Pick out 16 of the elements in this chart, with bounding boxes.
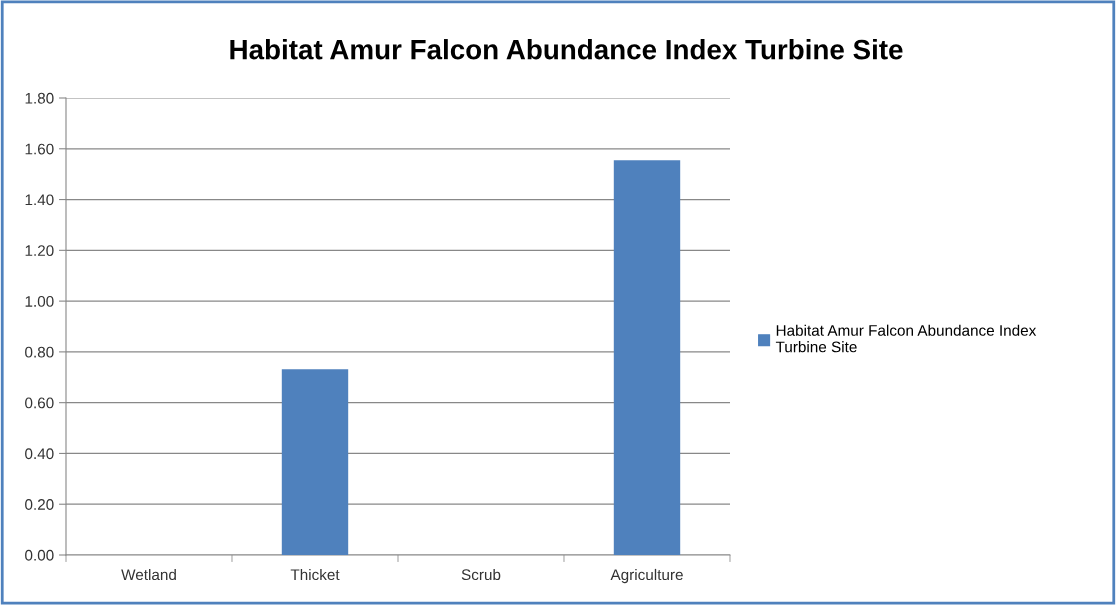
y-tick-label: 0.40 bbox=[25, 448, 54, 460]
x-tick-label: Thicket bbox=[290, 568, 340, 581]
y-tick-label: 0.60 bbox=[25, 397, 54, 409]
x-tick-label: Wetland bbox=[121, 568, 176, 581]
y-tick-label: 0.20 bbox=[25, 499, 54, 510]
y-tick-label: 1.40 bbox=[25, 194, 54, 206]
y-tick-label: 1.20 bbox=[25, 245, 54, 257]
chart-title: Habitat Amur Falcon Abundance Index Turbine Site bbox=[230, 39, 903, 60]
x-tick-label: Agriculture bbox=[610, 568, 683, 584]
y-tick-label: 0.80 bbox=[25, 346, 54, 358]
legend-label: Habitat Amur Falcon Abundance Index Turbine Site bbox=[775, 324, 1037, 353]
y-tick-label: 1.00 bbox=[25, 295, 54, 307]
y-tick-label: 0.00 bbox=[25, 549, 54, 561]
x-tick-label: Scrub bbox=[461, 568, 501, 581]
y-tick-label: 1.60 bbox=[25, 143, 54, 155]
y-tick-label: 1.80 bbox=[25, 92, 54, 104]
